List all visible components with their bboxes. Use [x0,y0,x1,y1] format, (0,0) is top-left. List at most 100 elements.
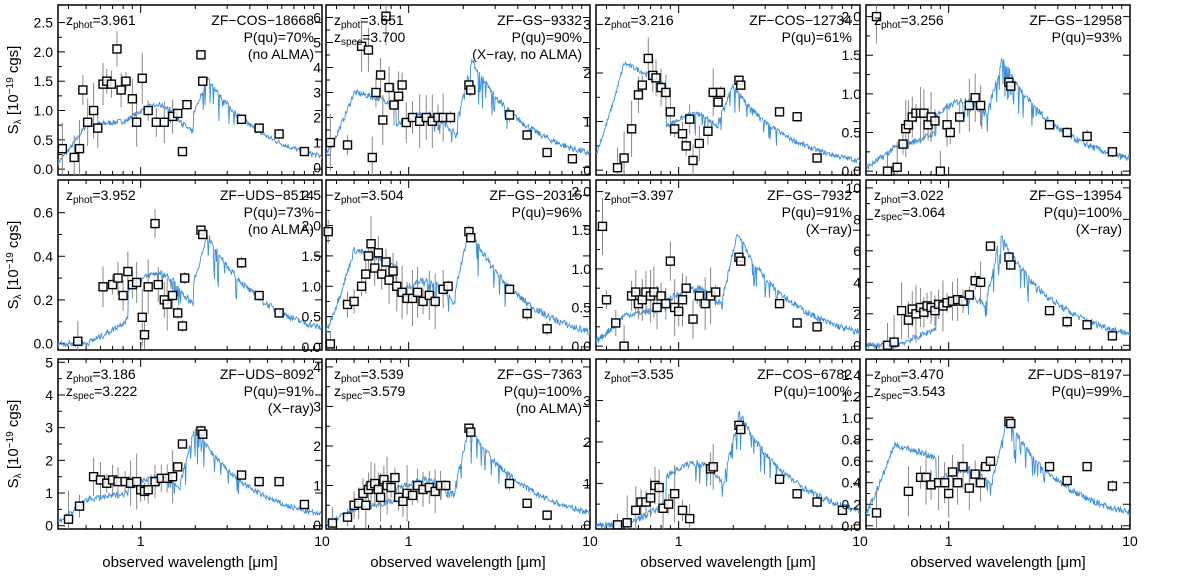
zphot-label: zphot=3.397 [604,187,674,206]
y-tick-label: 4 [45,387,53,403]
data-point [661,87,671,98]
data-point [167,290,178,301]
data-point [871,11,882,22]
y-tick-label: 0.6 [34,205,54,221]
y-tick-label: 0 [45,518,53,534]
data-point [504,478,515,489]
data-point [392,281,402,291]
y-tick-label: 0.6 [842,453,862,469]
x-tick-label: 10 [582,533,598,549]
data-point [466,427,476,437]
data-point [342,512,353,522]
y-tick-label: 4 [313,359,321,375]
x-axis-label: observed wavelength [μm] [640,554,815,571]
note-label: (X−ray, no ALMA) [472,46,582,62]
data-point [700,298,710,309]
panel-frame [865,4,1131,176]
data-point [361,269,371,279]
pqu-label: P(qu)=99% [1052,383,1122,399]
data-point [162,299,172,309]
data-point [384,82,394,93]
y-axis-label: Sλ [10−19 cgs] [5,400,24,489]
data-point [393,91,404,101]
pqu-label: P(qu)=90% [512,29,582,45]
y-tick-label: 0 [583,517,591,533]
data-point [713,97,723,107]
data-point [1062,316,1072,327]
pqu-label: P(qu)=100% [504,383,582,399]
data-point [375,492,386,503]
zphot-label: zphot=3.651 [334,12,404,31]
zphot-label: zphot=3.186 [66,366,136,385]
data-point [82,117,93,127]
data-point [619,153,629,163]
data-point [681,141,691,151]
data-point [792,112,802,122]
data-point [1006,418,1016,429]
data-point [196,50,206,60]
pqu-label: P(qu)=96% [512,204,582,220]
data-point [466,85,476,95]
data-point [1044,120,1055,130]
data-point [633,90,644,100]
zphot-label: zphot=3.256 [874,12,944,31]
y-tick-label: 1 [583,114,591,130]
data-point [127,94,138,104]
y-tick-label: 2.0 [34,44,54,60]
panel-name: ZF−GS−7363 [497,366,582,382]
y-tick-label: 0.8 [842,432,862,448]
data-point [198,76,208,86]
zspec-label: zspec=3.064 [874,204,946,223]
y-tick-label: 1.0 [572,261,592,277]
data-point [958,461,968,472]
data-point [945,127,955,138]
data-point [654,482,664,493]
data-point [688,314,698,324]
y-axis-label: Sλ [10−19 cgs] [5,221,24,310]
data-point [504,110,515,120]
data-point [78,85,88,95]
x-axis-label: observed wavelength [μm] [102,554,277,571]
data-point [611,318,621,328]
data-point [619,341,629,351]
panel-name: ZF−UDS−8197 [1028,366,1122,382]
data-point [882,166,893,176]
y-tick-label: 3 [583,16,591,32]
data-point [299,499,310,510]
data-point [131,277,142,288]
data-point [975,277,986,288]
data-point [440,480,451,491]
panels-group: 0.0 0.5 1.0 1.5 2.0 2.5 zphot=3.961 ZF−COS−1866… [34,4,1138,571]
data-point [366,239,376,249]
data-point [612,520,623,530]
data-point [681,283,691,293]
data-point [370,263,380,273]
data-point [522,498,532,509]
data-point [445,112,456,123]
panel-name: ZF−GS−20315 [489,187,582,203]
data-point [363,251,374,261]
data-point [397,80,407,90]
data-point [182,99,192,110]
data-point [677,295,688,305]
data-point [407,490,418,501]
pqu-label: P(qu)=100% [774,383,852,399]
y-tick-label: 0 [313,160,321,176]
data-point [106,79,117,89]
data-point [172,108,183,119]
data-point [812,497,822,507]
data-point [137,73,147,83]
y-tick-label: 2.5 [34,15,54,31]
data-point [74,143,85,154]
y-tick-label: 1 [313,135,321,151]
model-spectrum [596,410,860,529]
data-point [254,290,264,301]
note-label: (no ALMA) [248,46,314,62]
data-point [942,120,952,130]
y-tick-label: 2.0 [842,9,862,25]
data-point [325,137,336,148]
data-point [1004,252,1014,262]
zphot-label: zphot=3.535 [604,366,674,385]
